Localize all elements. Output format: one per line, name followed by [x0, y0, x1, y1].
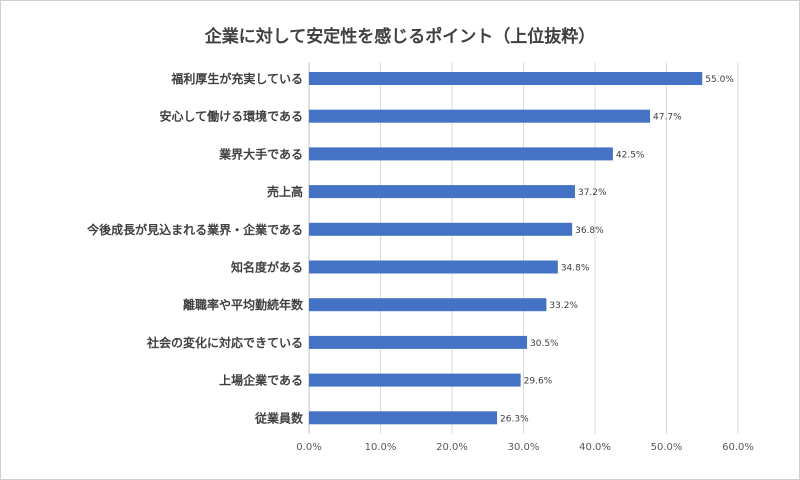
bar — [309, 373, 521, 387]
category-label: 離職率や平均勤続年数 — [183, 297, 304, 312]
data-label: 33.2% — [549, 301, 578, 311]
category-label: 売上高 — [267, 184, 303, 199]
bar-layer — [309, 72, 703, 425]
label-layer: 0.0% 10.0% 20.0% 30.0% 40.0% 50.0% 60.0% 福利厚生が充… — [86, 71, 754, 453]
bar — [309, 260, 558, 274]
bar — [309, 411, 498, 425]
data-label: 29.6% — [524, 377, 553, 387]
bar — [309, 222, 573, 236]
data-label: 37.2% — [578, 188, 607, 198]
bar — [309, 185, 575, 199]
category-label: 上場企業である — [219, 373, 303, 388]
category-label: 今後成長が見込まれる業界・企業である — [86, 222, 303, 237]
data-label: 47.7% — [653, 113, 682, 123]
category-label: 知名度がある — [230, 260, 303, 275]
data-label: 42.5% — [616, 150, 645, 160]
data-label: 34.8% — [561, 264, 590, 274]
data-label: 30.5% — [530, 339, 559, 349]
x-tick-label: 50.0% — [651, 442, 683, 453]
x-tick-label: 10.0% — [365, 442, 397, 453]
bar — [309, 72, 703, 85]
bar — [309, 298, 547, 312]
category-label: 社会の変化に対応できている — [146, 335, 303, 350]
x-tick-label: 40.0% — [579, 442, 611, 453]
chart-title: 企業に対して安定性を感じるポイント（上位抜粋） — [204, 27, 596, 47]
data-label: 36.8% — [575, 226, 604, 236]
grid-layer — [308, 62, 739, 434]
category-label: 業界大手である — [218, 146, 303, 161]
bar — [309, 335, 528, 349]
bar — [309, 147, 613, 161]
category-label: 安心して働ける環境である — [159, 109, 303, 124]
x-tick-label: 30.0% — [508, 442, 540, 453]
x-tick-label: 0.0% — [296, 442, 321, 453]
x-tick-label: 60.0% — [722, 442, 754, 453]
category-label: 福利厚生が充実している — [170, 71, 303, 86]
bar — [309, 109, 651, 123]
data-label: 26.3% — [500, 414, 529, 424]
data-label: 55.0% — [705, 75, 734, 85]
category-label: 従業員数 — [254, 410, 304, 425]
x-tick-label: 20.0% — [436, 442, 468, 453]
